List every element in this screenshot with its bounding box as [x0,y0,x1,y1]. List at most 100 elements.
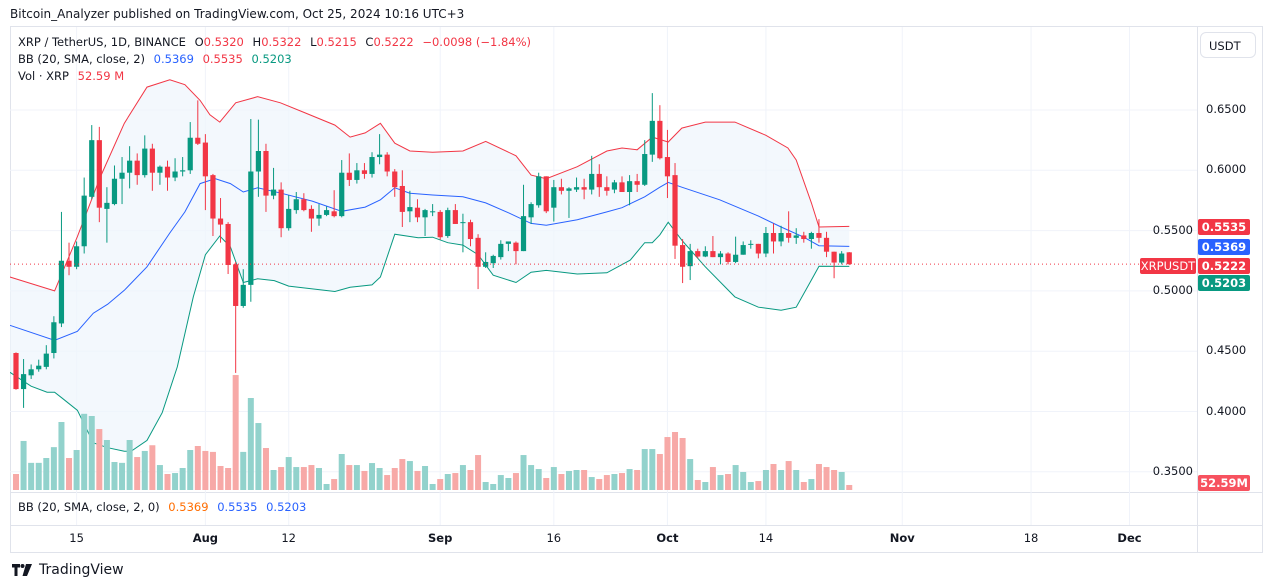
volume-bar [558,474,565,490]
candle [483,252,489,268]
candle-body [248,171,254,285]
volume-bar [262,448,269,490]
pane2-legend[interactable]: BB (20, SMA, close, 2, 0) 0.5369 0.5535 … [18,500,311,514]
candle [225,222,231,275]
volume-bar [755,481,762,490]
price-tick-label: 0.6000 [1206,162,1247,177]
volume-label: Vol · XRP [18,69,69,83]
candle-body [839,253,845,263]
tradingview-logo-icon [12,564,32,576]
volume-bar [717,475,724,490]
candle-body [710,251,716,258]
candle-body [786,233,792,238]
symbol-legend: XRP / TetherUS, 1D, BINANCE O0.5320 H0.5… [18,35,536,49]
candle-body [28,369,34,376]
time-tick-label: 14 [758,531,774,545]
candle-body [490,255,496,264]
candle-body [127,160,133,173]
candle [13,352,19,390]
candle [430,204,436,217]
candle-body [407,207,413,212]
volume-bar [535,469,542,490]
volume-bar [619,473,625,490]
candle-body [89,140,95,197]
candle [793,228,799,244]
candle-body [430,211,436,213]
candle [377,134,383,165]
candle [127,146,133,189]
candle [589,155,595,195]
volume-bar [740,472,747,490]
candle [149,143,155,191]
candle-body [717,253,724,258]
candle-body [831,251,837,263]
volume-bar [149,445,156,490]
footer-brand[interactable]: TradingView [12,562,124,578]
candle-body [467,222,474,240]
volume-bar [35,462,42,490]
candle [187,122,193,174]
volume-bar [512,473,519,490]
volume-bar [66,458,73,490]
candle [119,157,125,205]
volume-bar [88,416,95,490]
volume-bar [505,478,512,490]
candle-body [414,207,421,218]
bb-upper-line [9,79,850,292]
candle [558,178,564,195]
volume-legend[interactable]: Vol · XRP 52.59 M [18,69,129,83]
candle-body [96,140,102,208]
volume-bar [285,457,292,490]
volume-bar [482,482,489,490]
volume-bar [459,465,466,490]
candle-body [339,172,345,217]
candle [437,210,443,240]
candle [399,170,405,227]
candle-body [778,233,784,242]
volume-bar [823,467,830,490]
candle-body [566,188,572,191]
bb-mid-value: 0.5369 [153,52,194,66]
volume-bar [573,470,580,490]
candle-body [225,223,231,265]
candle-body [323,210,330,215]
candle [551,179,557,222]
candle [596,164,602,197]
price-tick-label: 0.5000 [1152,282,1193,297]
candle [339,160,345,218]
volume-bar [156,465,163,490]
candle-body [520,216,527,252]
volume-bar [391,468,398,490]
candle [316,204,322,226]
candle [134,153,140,185]
candle [786,211,792,243]
symbol-name[interactable]: XRP / TetherUS, 1D, BINANCE [18,35,186,49]
candle [354,163,360,184]
price-tick-label: 0.4500 [1206,343,1247,358]
candle-body [733,254,739,262]
candle [157,165,163,185]
candle [452,204,458,224]
candle [369,152,375,178]
candle [43,345,49,370]
volume-bar [225,468,232,490]
candle-body [301,199,307,211]
volume-bar [384,475,391,490]
candle-body [157,166,163,173]
candle-body [619,182,625,193]
candle-body [626,181,633,193]
candle [180,157,186,177]
volume-bar [399,459,406,490]
candle-body [543,176,549,212]
candle [346,153,352,186]
candle-body [680,245,686,267]
volume-bar [808,479,815,490]
bb-legend[interactable]: BB (20, SMA, close, 2) 0.5369 0.5535 0.5… [18,52,297,66]
currency-button[interactable]: USDT [1200,32,1256,58]
time-tick-label: Oct [656,531,679,545]
candle [66,242,72,276]
candle-body [316,214,322,219]
candle-body [119,172,125,179]
candle-body [823,237,830,252]
